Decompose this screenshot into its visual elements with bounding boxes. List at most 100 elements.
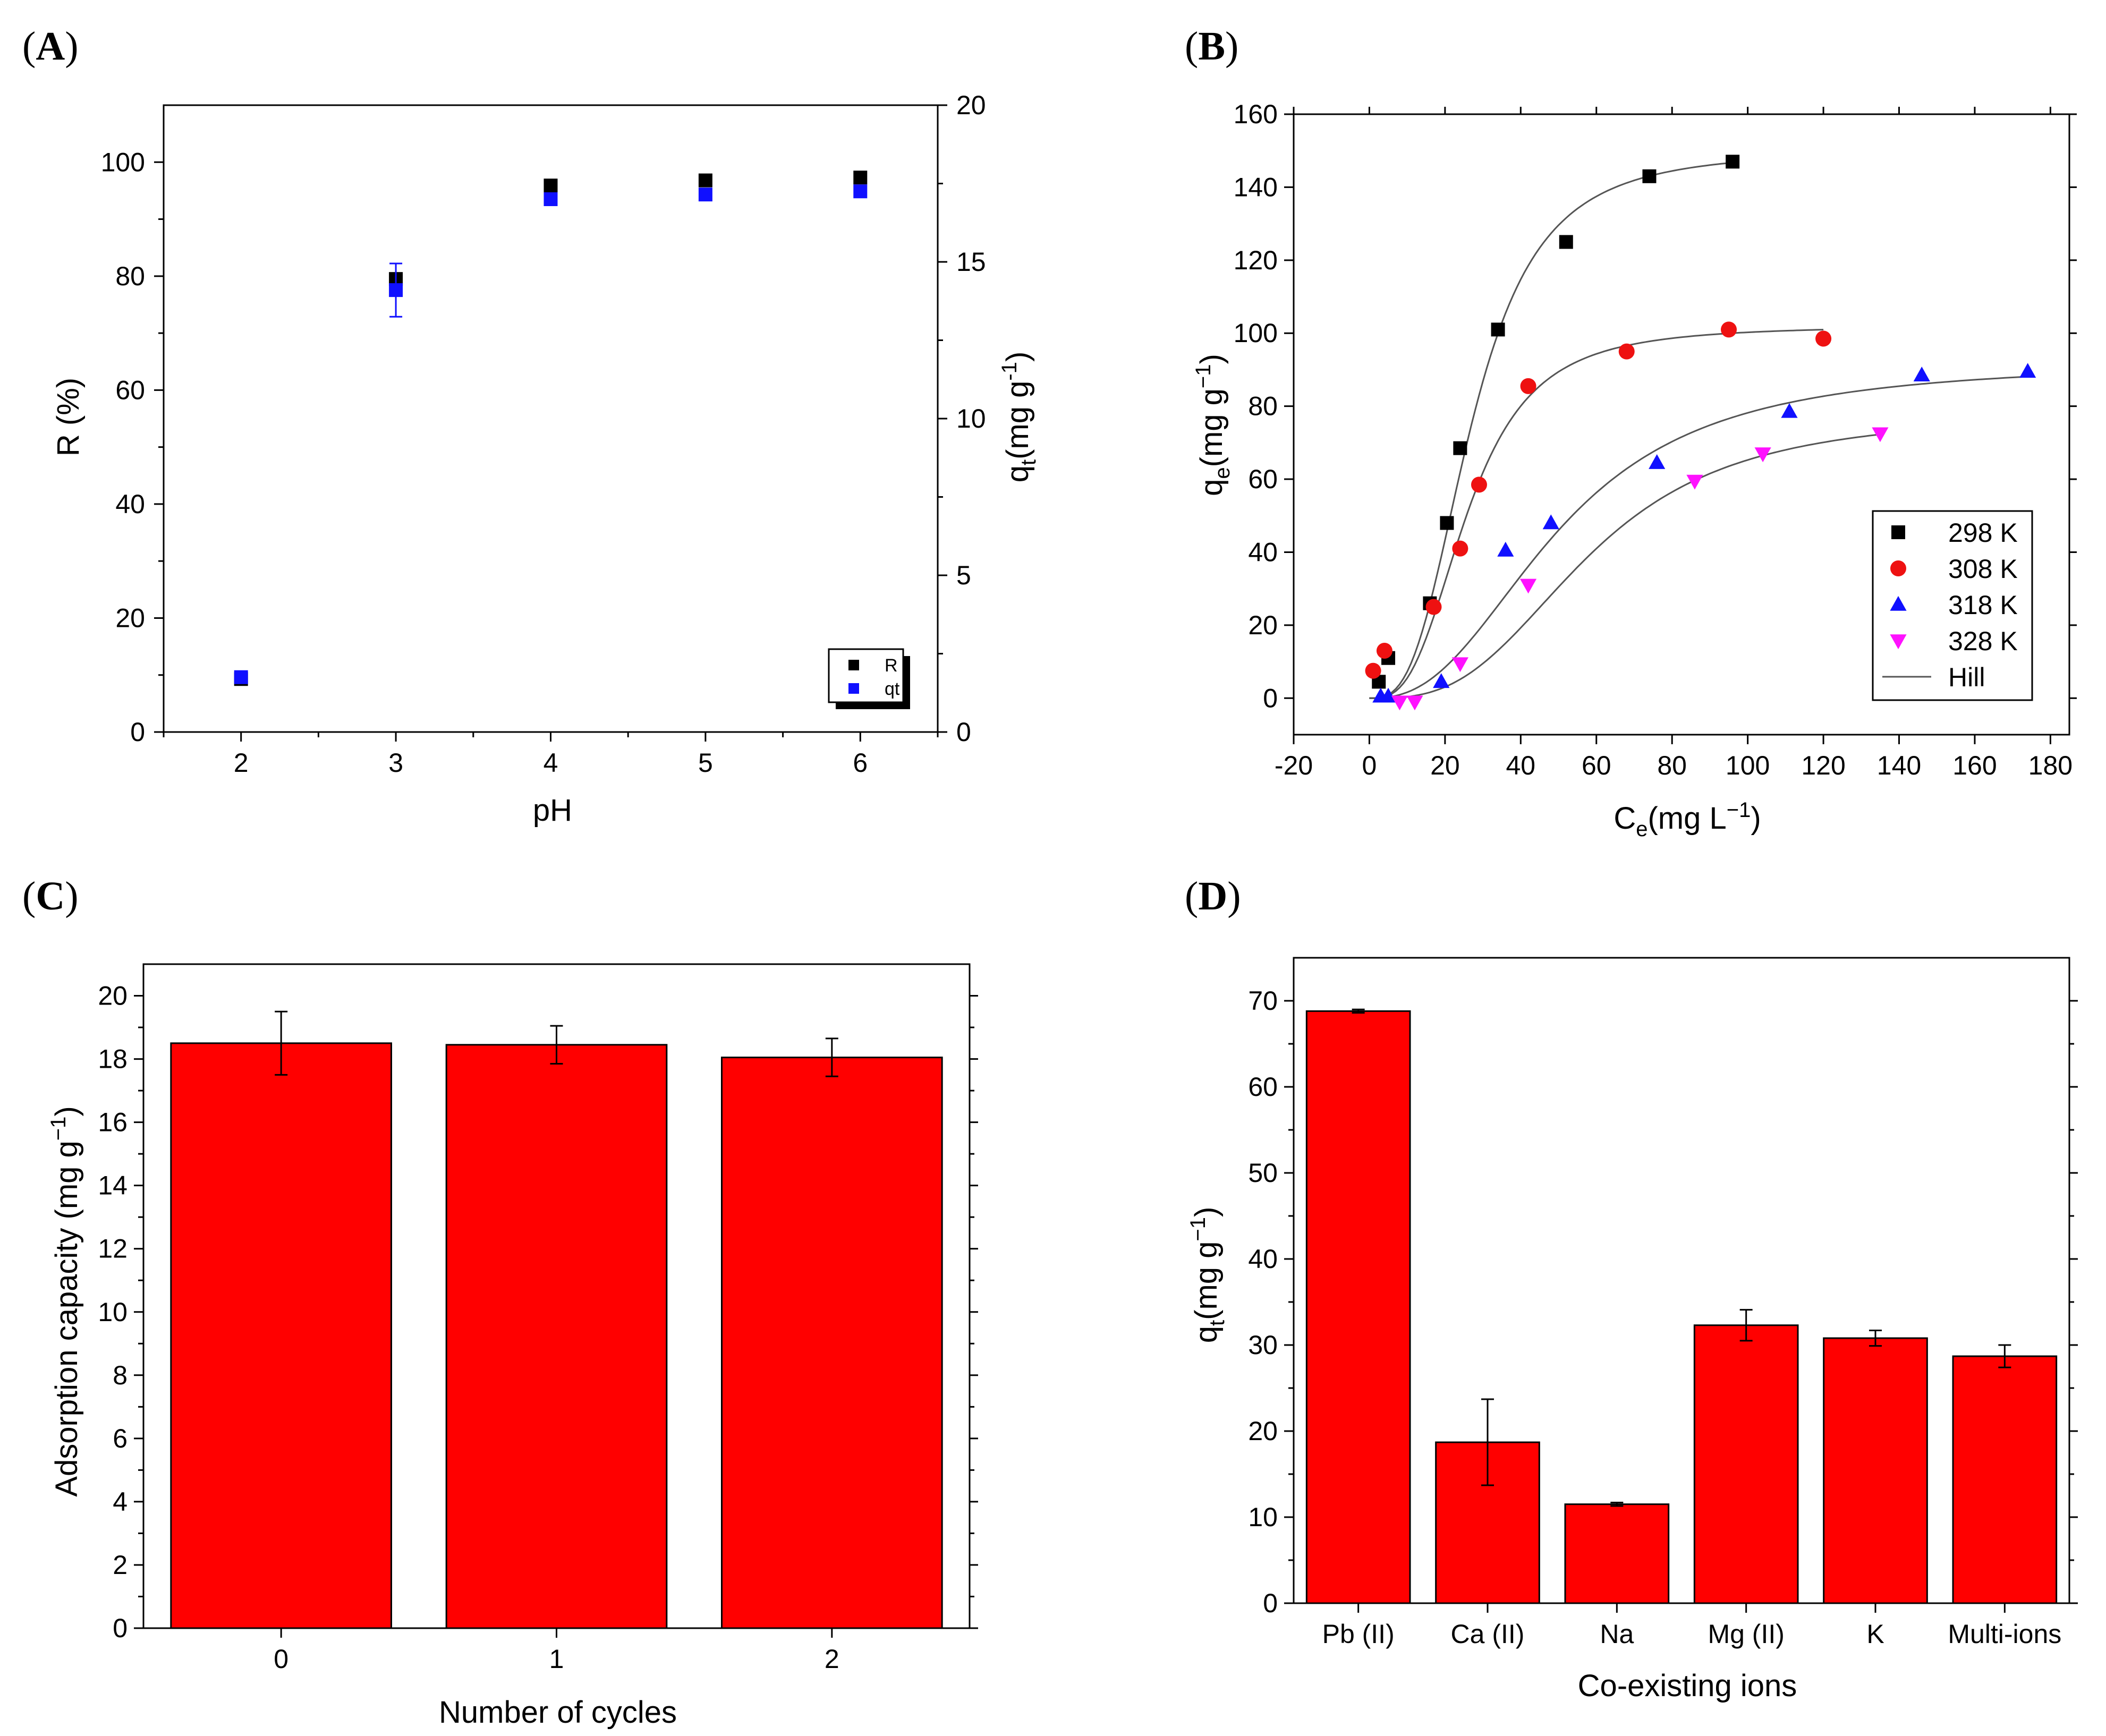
- panel-d-x-tick-label: Multi-ions: [1948, 1619, 2061, 1649]
- panel-c-x-tick-label: 0: [274, 1644, 288, 1674]
- panel-a-y-tick-label: 80: [115, 261, 145, 291]
- panel-b-x-tick-label: 0: [1362, 751, 1377, 780]
- panel-d-y-tick-label: 40: [1248, 1244, 1278, 1274]
- panel-a-y-right-tick-label: 0: [956, 717, 971, 747]
- panel-a-point-qt: [544, 192, 558, 206]
- panel-b-point-328k: [1519, 578, 1537, 594]
- panel-b-x-tick-label: -20: [1275, 751, 1313, 780]
- panel-b-point-328k: [1406, 695, 1423, 711]
- panel-a-point-r: [544, 178, 558, 193]
- panel-c-y-tick-label: 20: [98, 981, 128, 1011]
- panel-b-point-308k: [1452, 540, 1468, 557]
- panel-d-y-tick-label: 30: [1248, 1330, 1278, 1360]
- panel-d-x-tick-label: Ca (II): [1451, 1619, 1525, 1649]
- panel-b-x-tick-label: 140: [1877, 751, 1921, 780]
- panel-b-y-tick-label: 140: [1234, 172, 1278, 202]
- panel-c-bar: [721, 1057, 943, 1629]
- panel-letter-d: (D): [1185, 874, 1241, 918]
- panel-a-point-qt: [853, 184, 868, 199]
- panel-d-y-tick-label: 60: [1248, 1072, 1278, 1102]
- panel-c-x-axis-label: Number of cycles: [439, 1695, 677, 1730]
- panel-a-legend-marker: [848, 683, 859, 694]
- panel-a-point-qt: [234, 670, 248, 684]
- panel-a-y-tick-label: 20: [115, 603, 145, 633]
- panel-c-y-tick-label: 14: [98, 1171, 128, 1201]
- panel-c-y-tick-label: 4: [113, 1487, 128, 1517]
- panel-b-legend-marker: [1891, 525, 1905, 539]
- panel-b-point-308k: [1815, 330, 1832, 347]
- panel-b-point-318k: [1433, 673, 1450, 688]
- panel-b-hill-fit-308k: [1369, 329, 1824, 699]
- panel-b-legend-label: 318 K: [1948, 590, 2018, 620]
- panel-b-y-tick-label: 60: [1248, 464, 1278, 494]
- panel-b-point-298k: [1453, 441, 1467, 455]
- panel-b-x-tick-label: 180: [2028, 751, 2073, 780]
- panel-c-y-tick-label: 18: [98, 1044, 128, 1074]
- panel-b-y-tick-label: 0: [1263, 683, 1278, 713]
- panel-a-x-tick-label: 6: [853, 748, 868, 778]
- panel-b-point-298k: [1726, 155, 1740, 169]
- panel-b-y-tick-label: 20: [1248, 610, 1278, 640]
- panel-b-hill-fit-328k: [1369, 433, 1881, 699]
- panel-b-point-318k: [1497, 541, 1514, 557]
- panel-a-legend-label: R: [885, 656, 898, 676]
- panel-b-legend: 298 K 308 K 318 K 328 K Hill: [1872, 510, 2033, 701]
- panel-b-point-298k: [1491, 322, 1505, 337]
- panel-b-point-298k: [1642, 169, 1657, 183]
- panel-a-legend-frame: [828, 648, 904, 703]
- panel-b-chart: -20 0 20 40 60 80 100 120 140 160 180 0 20 40 60 80 100 1…: [1192, 99, 2077, 841]
- panel-c-x-tick-label: 2: [825, 1644, 839, 1674]
- panel-b-point-308k: [1618, 343, 1635, 360]
- panel-a-x-tick-label: 3: [388, 748, 403, 778]
- panel-c-x-tick-label: 1: [549, 1644, 564, 1674]
- panel-b-point-318k: [2019, 363, 2036, 378]
- panel-d-y-axis-label: qt(mg g−1): [1186, 1207, 1229, 1343]
- panel-b-y-tick-label: 160: [1234, 99, 1278, 129]
- panel-d-bar: [1823, 1337, 1928, 1604]
- panel-b-point-318k: [1913, 367, 1930, 381]
- panel-b-point-318k: [1781, 403, 1798, 418]
- panel-b-point-328k: [1391, 695, 1408, 711]
- panel-b-hill-fit-318k: [1369, 376, 2028, 699]
- panel-d-y-tick-label: 70: [1248, 986, 1278, 1016]
- panel-c-y-tick-label: 2: [113, 1550, 128, 1580]
- panel-b-x-tick-label: 100: [1726, 751, 1770, 780]
- panel-b-point-318k: [1380, 687, 1397, 703]
- panel-c-y-tick-label: 6: [113, 1424, 128, 1453]
- panel-a-y-right-axis-label: qt(mg g-1): [998, 352, 1040, 483]
- panel-b-point-328k: [1451, 657, 1468, 673]
- panel-b-point-328k: [1754, 447, 1771, 463]
- panel-a-legend-label: qt: [885, 679, 900, 699]
- panel-b-x-tick-label: 80: [1657, 751, 1687, 780]
- panel-b-point-308k: [1376, 642, 1392, 659]
- panel-b-x-tick-label: 160: [1952, 751, 1997, 780]
- panel-a-x-tick-label: 5: [698, 748, 713, 778]
- panel-b-point-328k: [1872, 427, 1889, 442]
- panel-b-legend-marker: [1890, 634, 1907, 650]
- panel-c-y-tick-label: 8: [113, 1360, 128, 1390]
- panel-d-y-tick-label: 10: [1248, 1502, 1278, 1532]
- panel-b-point-298k: [1440, 516, 1454, 530]
- panel-a-y-tick-label: 100: [101, 147, 145, 177]
- panel-d-x-tick-label: Pb (II): [1322, 1619, 1395, 1649]
- panel-a-y-right-tick-label: 10: [956, 404, 986, 433]
- panel-b-point-308k: [1425, 599, 1442, 615]
- panel-d-x-tick-label: K: [1866, 1619, 1884, 1649]
- panel-b-plot-frame: [1293, 113, 2070, 736]
- panel-b-legend-label: 328 K: [1948, 626, 2018, 656]
- panel-b-y-tick-label: 40: [1248, 537, 1278, 567]
- panel-a-y-axis-label: R (%): [51, 378, 86, 456]
- panel-a-y-tick-label: 0: [130, 717, 145, 747]
- panel-d-x-tick-label: Mg (II): [1708, 1619, 1784, 1649]
- panel-d-bar: [1952, 1355, 2058, 1604]
- panel-b-x-tick-label: 60: [1582, 751, 1611, 780]
- panel-d-y-tick-label: 50: [1248, 1158, 1278, 1188]
- panel-b-y-axis-label: qe(mg g−1): [1192, 354, 1234, 496]
- panel-c-bar: [170, 1042, 392, 1629]
- panel-a-x-tick-label: 4: [544, 748, 558, 778]
- panel-d-chart: 0 10 20 30 40 50 60 70 Pb (II) Ca (II) Na Mg (II) K M…: [1186, 957, 2078, 1703]
- panel-b-y-tick-label: 80: [1248, 392, 1278, 421]
- panel-b-legend-marker: [1890, 560, 1906, 576]
- panel-letter-a: (A): [22, 24, 79, 69]
